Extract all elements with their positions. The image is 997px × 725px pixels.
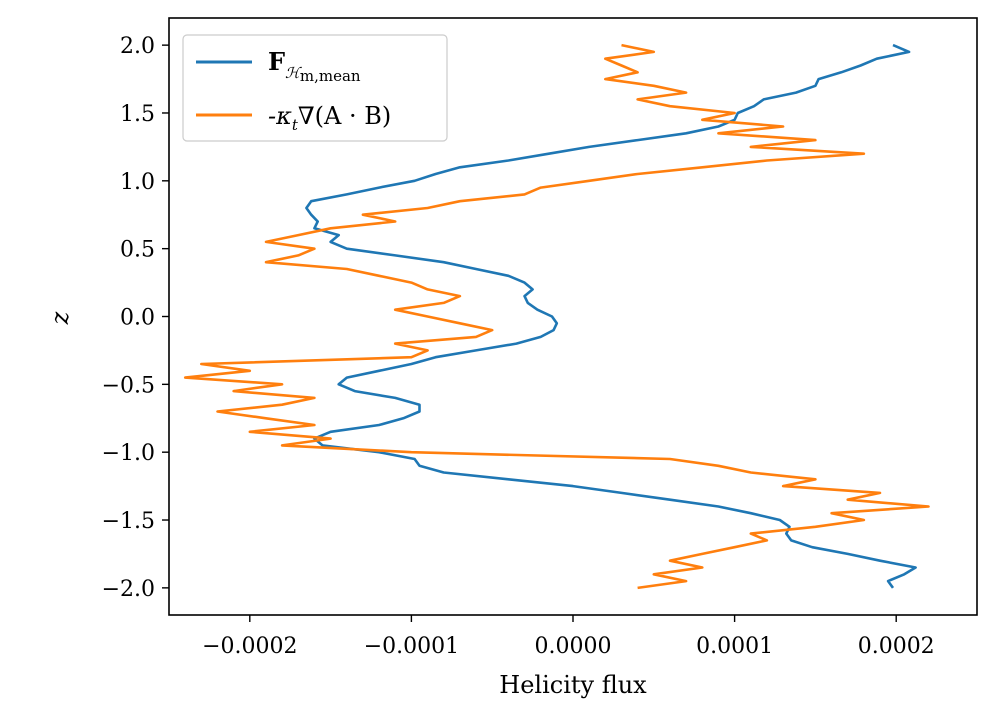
y-tick-label: 0.5 <box>120 238 155 263</box>
x-tick-label: 0.0001 <box>696 634 773 659</box>
y-tick-label: 2.0 <box>120 34 155 59</box>
y-tick-label: −2.0 <box>102 577 155 602</box>
series-line-2 <box>183 43 930 590</box>
y-tick-label: 1.5 <box>120 102 155 127</box>
x-tick-label: 0.0000 <box>535 634 612 659</box>
series-line-1 <box>305 43 917 589</box>
legend: Fℋm,mean -κt∇(A · B) <box>182 34 448 142</box>
y-tick-label: −0.5 <box>102 373 155 398</box>
y-axis-label: z <box>46 311 74 325</box>
y-tick-label: 1.0 <box>120 170 155 195</box>
y-tick-label: −1.5 <box>102 509 155 534</box>
x-tick-label: 0.0002 <box>858 634 935 659</box>
y-tick-label: 0.0 <box>120 306 155 331</box>
x-tick-label: −0.0002 <box>202 634 297 659</box>
legend-label-series-2: -κt∇(A · B) <box>268 102 391 134</box>
y-tick-label: −1.0 <box>102 441 155 466</box>
x-axis-label: Helicity flux <box>499 671 647 699</box>
legend-label-series-1: Fℋm,mean <box>268 47 361 85</box>
x-tick-label: −0.0001 <box>364 634 459 659</box>
